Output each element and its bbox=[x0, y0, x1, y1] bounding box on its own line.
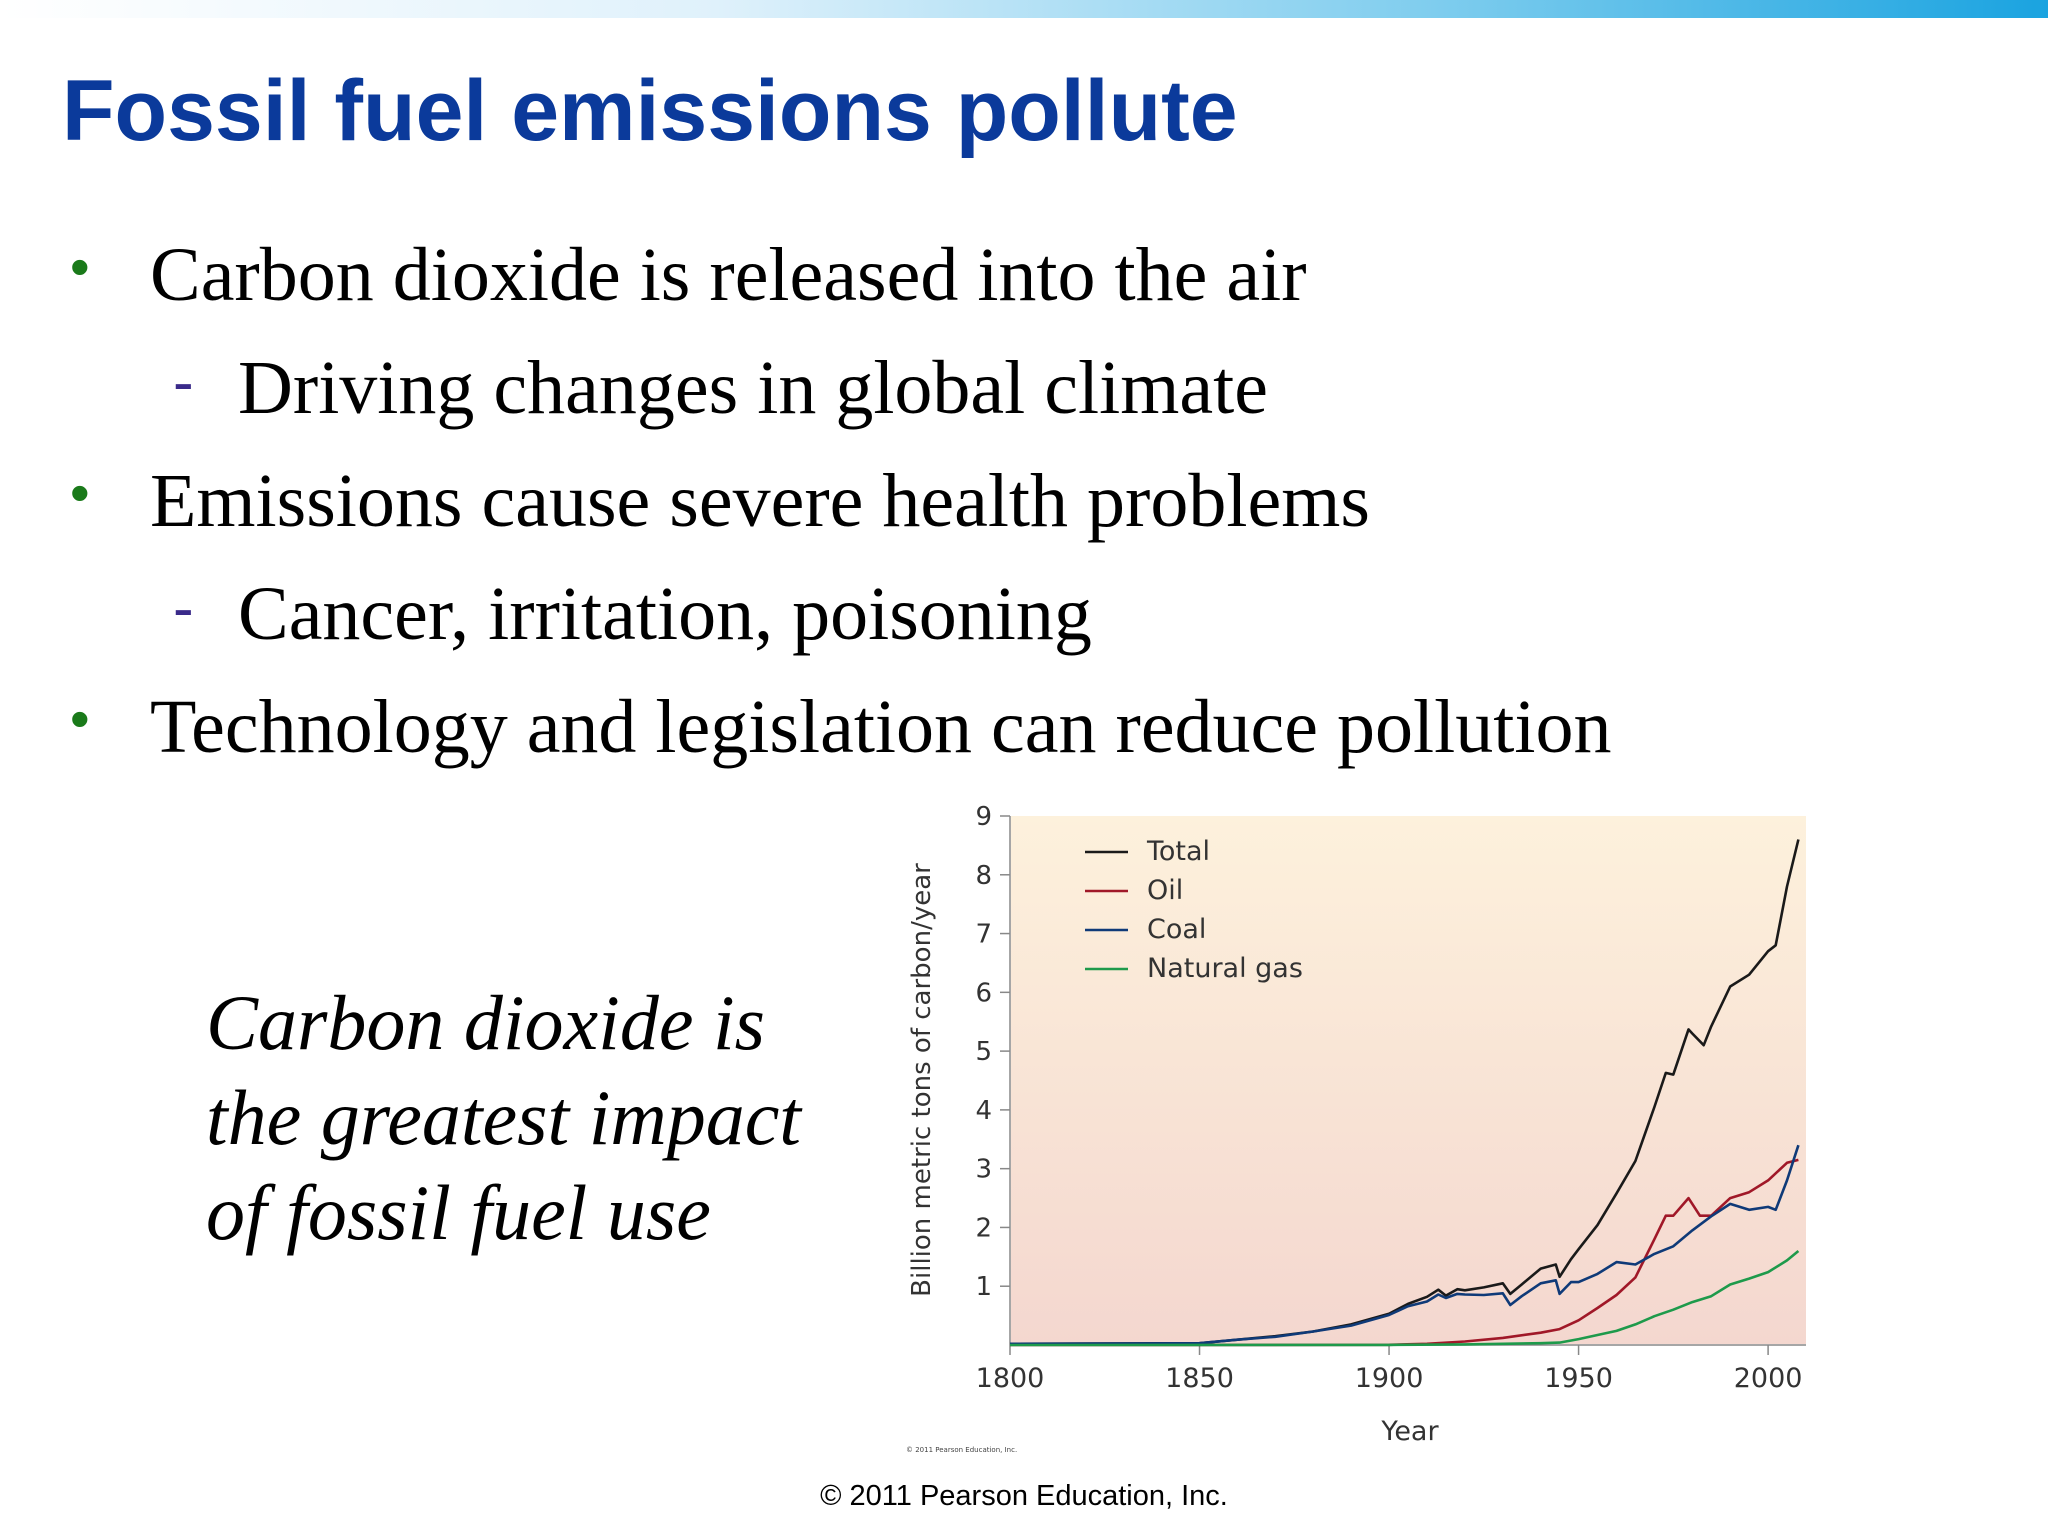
slide-title: Fossil fuel emissions pollute bbox=[62, 63, 1238, 159]
legend-label-total: Total bbox=[1146, 836, 1210, 867]
bullet-dot-icon: • bbox=[70, 235, 90, 298]
y-tick-label: 5 bbox=[975, 1037, 992, 1067]
bullet-dot-icon: • bbox=[70, 461, 90, 524]
caption-line: of fossil fuel use bbox=[206, 1169, 711, 1256]
bullet-text: Carbon dioxide is released into the air bbox=[150, 233, 1307, 317]
bullet-text: Technology and legislation can reduce po… bbox=[150, 685, 1612, 769]
legend-label-natural-gas: Natural gas bbox=[1147, 953, 1303, 984]
emissions-line-chart: 1 2 3 4 5 6 7 8 9 1800 1850 1900 1950 2000 Total Oil C… bbox=[906, 802, 1806, 1454]
legend-label-coal: Coal bbox=[1147, 914, 1206, 945]
series-line-natural-gas bbox=[1009, 1249, 1800, 1347]
bullet-dash-icon: - bbox=[173, 348, 194, 417]
x-axis-label: Year bbox=[1380, 1416, 1439, 1447]
y-tick-label: 3 bbox=[975, 1155, 992, 1185]
y-tick-label: 8 bbox=[975, 861, 992, 891]
bullet-dash-icon: - bbox=[173, 574, 194, 643]
caption-line: the greatest impact bbox=[206, 1074, 801, 1161]
chart-credit: © 2011 Pearson Education, Inc. bbox=[906, 1446, 1017, 1454]
x-tick-label: 1950 bbox=[1544, 1363, 1613, 1394]
y-axis-label: Billion metric tons of carbon/year bbox=[907, 863, 937, 1297]
y-tick-label: 1 bbox=[975, 1272, 992, 1302]
plot-area bbox=[1011, 816, 1806, 1344]
y-tick-label: 7 bbox=[975, 920, 992, 950]
footer-copyright: © 2011 Pearson Education, Inc. bbox=[820, 1480, 1228, 1512]
series-line-oil bbox=[1009, 1158, 1799, 1347]
x-tick-label: 1850 bbox=[1165, 1363, 1234, 1394]
x-tick-label: 1900 bbox=[1355, 1363, 1424, 1394]
y-tick-label: 4 bbox=[975, 1096, 992, 1126]
y-tick-label: 9 bbox=[975, 802, 992, 832]
legend-label-oil: Oil bbox=[1147, 875, 1183, 906]
sub-bullet-text: Driving changes in global climate bbox=[238, 346, 1268, 430]
caption-line: Carbon dioxide is bbox=[206, 979, 765, 1066]
y-tick-label: 6 bbox=[975, 978, 992, 1008]
y-tick-label: 2 bbox=[975, 1213, 992, 1243]
series-line-coal bbox=[1009, 1144, 1800, 1346]
sub-bullet-text: Cancer, irritation, poisoning bbox=[238, 572, 1092, 656]
x-tick-label: 1800 bbox=[976, 1363, 1045, 1394]
x-tick-label: 2000 bbox=[1734, 1363, 1803, 1394]
header-gradient-bar bbox=[0, 0, 2048, 18]
bullet-text: Emissions cause severe health problems bbox=[150, 459, 1370, 543]
bullet-dot-icon: • bbox=[70, 687, 90, 750]
chart-caption: Carbon dioxide is the greatest impact of… bbox=[206, 975, 801, 1260]
